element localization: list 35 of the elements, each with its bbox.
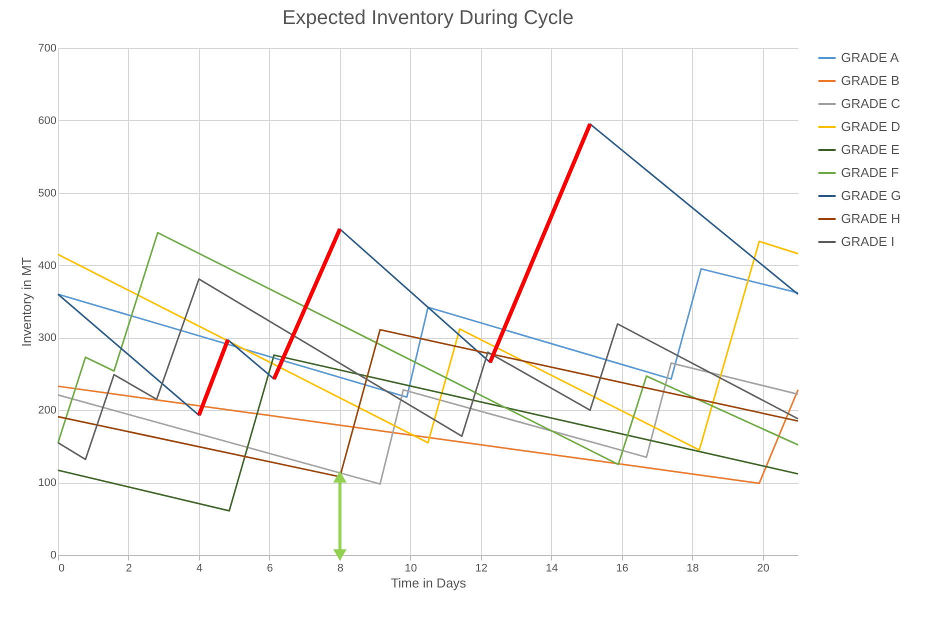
x-tick-label: 20 — [757, 562, 770, 574]
x-tick-label: 6 — [266, 562, 273, 574]
x-tick-label: 2 — [126, 562, 132, 574]
x-tick-label: 14 — [546, 562, 558, 574]
legend-label: GRADE A — [841, 50, 900, 65]
legend-label: GRADE D — [841, 119, 900, 134]
y-tick-label: 200 — [38, 404, 56, 417]
x-tick-label: 16 — [616, 562, 628, 574]
x-tick-label: 8 — [337, 562, 344, 574]
legend-label: GRADE E — [841, 142, 900, 157]
legend-label: GRADE I — [841, 234, 894, 249]
y-tick-label: 400 — [38, 260, 56, 272]
legend-label: GRADE F — [841, 165, 899, 180]
y-tick-label: 600 — [38, 114, 56, 127]
chart-title: Expected Inventory During Cycle — [282, 7, 574, 29]
x-tick-label: 10 — [404, 562, 418, 574]
y-axis-title: Inventory in MT — [19, 257, 34, 347]
y-tick-label: 0 — [50, 550, 56, 562]
legend-label: GRADE G — [841, 188, 901, 203]
legend-label: GRADE B — [841, 73, 900, 88]
x-tick-label: 4 — [196, 562, 203, 574]
legend-label: GRADE H — [841, 211, 900, 226]
line-series — [57, 268, 799, 398]
y-tick-label: 300 — [38, 332, 56, 344]
line-series — [57, 362, 799, 485]
y-tick-label: 500 — [38, 187, 56, 200]
x-tick-label: 12 — [475, 562, 488, 574]
y-tick-label: 700 — [38, 42, 56, 54]
x-tick-label: 0 — [58, 562, 65, 574]
line-series — [57, 354, 799, 512]
x-tick-label: 18 — [686, 562, 699, 574]
legend-label: GRADE C — [841, 96, 900, 111]
x-axis-title: Time in Days — [390, 576, 467, 590]
y-tick-label: 100 — [38, 477, 56, 490]
line-series — [57, 278, 799, 460]
